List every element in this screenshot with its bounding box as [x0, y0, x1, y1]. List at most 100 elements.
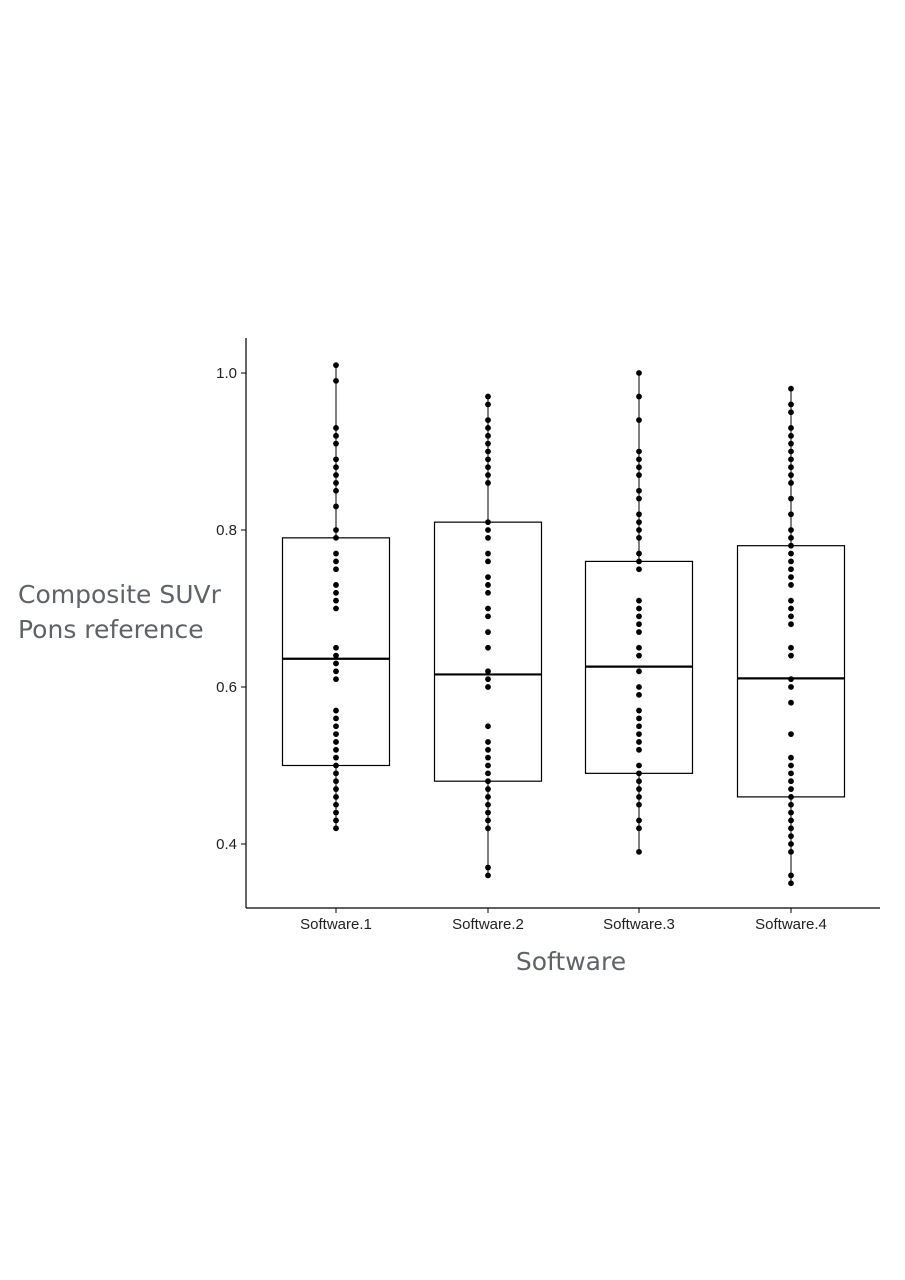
data-point — [485, 864, 491, 871]
data-point — [636, 448, 642, 455]
data-point — [636, 527, 642, 533]
data-point — [788, 684, 794, 690]
y-tick-label: 0.8 — [216, 522, 237, 539]
data-point — [636, 487, 642, 494]
data-point — [485, 472, 491, 478]
data-point — [636, 566, 642, 573]
data-point — [636, 629, 642, 635]
data-point — [485, 605, 491, 612]
data-point — [788, 699, 794, 706]
data-point — [788, 542, 794, 549]
data-point — [485, 762, 491, 769]
data-point — [788, 778, 794, 785]
data-point — [788, 448, 794, 455]
data-point — [788, 801, 794, 808]
boxes-layer — [281, 365, 846, 884]
data-point — [333, 801, 339, 808]
data-point — [788, 472, 794, 478]
data-point — [788, 786, 794, 792]
data-point — [788, 833, 794, 840]
data-point — [636, 644, 642, 651]
data-point — [788, 841, 794, 847]
data-point — [636, 613, 642, 620]
data-point — [485, 464, 491, 471]
data-point — [788, 848, 794, 855]
data-point — [788, 676, 794, 683]
data-point — [333, 550, 339, 557]
data-point — [636, 848, 642, 855]
data-point — [485, 794, 491, 800]
data-point — [788, 574, 794, 580]
data-point — [636, 558, 642, 565]
data-point — [333, 746, 339, 753]
x-tick-label: Software.4 — [755, 916, 827, 933]
data-point — [485, 527, 491, 533]
data-point — [788, 534, 794, 541]
x-tick-label: Software.1 — [300, 916, 372, 933]
data-point — [788, 872, 794, 879]
data-point — [485, 432, 491, 439]
data-point — [485, 825, 491, 832]
data-point — [485, 401, 491, 408]
data-point — [485, 613, 491, 620]
data-point — [333, 362, 339, 369]
data-point — [333, 809, 339, 816]
data-point — [636, 652, 642, 659]
data-point — [333, 558, 339, 565]
data-point — [788, 762, 794, 769]
data-point — [636, 456, 642, 463]
data-point — [636, 786, 642, 792]
data-point — [788, 527, 794, 533]
data-point — [485, 684, 491, 690]
data-point — [333, 487, 339, 494]
data-point — [485, 786, 491, 792]
data-point — [788, 794, 794, 800]
data-point — [636, 794, 642, 800]
data-point — [636, 417, 642, 423]
data-point — [333, 605, 339, 612]
data-point — [636, 825, 642, 832]
data-point — [333, 786, 339, 792]
data-point — [636, 519, 642, 526]
data-point — [788, 582, 794, 588]
data-point — [788, 597, 794, 604]
data-point — [333, 778, 339, 785]
y-tick-label: 1.0 — [216, 365, 237, 382]
y-tick-label: 0.4 — [216, 836, 237, 853]
data-point — [636, 393, 642, 400]
data-point — [485, 574, 491, 580]
data-point — [636, 684, 642, 690]
data-point — [485, 817, 491, 824]
data-point — [788, 409, 794, 416]
data-point — [636, 511, 642, 518]
data-point — [636, 550, 642, 557]
data-point — [333, 762, 339, 769]
data-point — [333, 425, 339, 431]
y-axis-label-line-1: Composite SUVr — [18, 580, 221, 609]
data-point — [485, 809, 491, 816]
data-point — [788, 825, 794, 832]
data-point — [788, 456, 794, 463]
data-point — [485, 676, 491, 683]
ticks-layer: 0.4 0.6 0.8 1.0 Software.1 Software.2 Software… — [216, 365, 827, 933]
data-point — [333, 503, 339, 510]
data-point — [788, 464, 794, 471]
box — [433, 521, 543, 782]
data-point — [485, 668, 491, 675]
data-point — [485, 480, 491, 486]
data-point — [333, 440, 339, 447]
data-point — [485, 723, 491, 730]
data-point — [333, 754, 339, 761]
data-point — [636, 770, 642, 777]
data-point — [788, 385, 794, 392]
data-point — [333, 715, 339, 722]
data-point — [788, 558, 794, 565]
data-point — [485, 534, 491, 541]
data-point — [788, 809, 794, 816]
x-tick-label: Software.2 — [452, 916, 524, 933]
data-point — [788, 731, 794, 737]
data-point — [333, 377, 339, 384]
data-point — [333, 534, 339, 541]
data-point — [333, 527, 339, 533]
